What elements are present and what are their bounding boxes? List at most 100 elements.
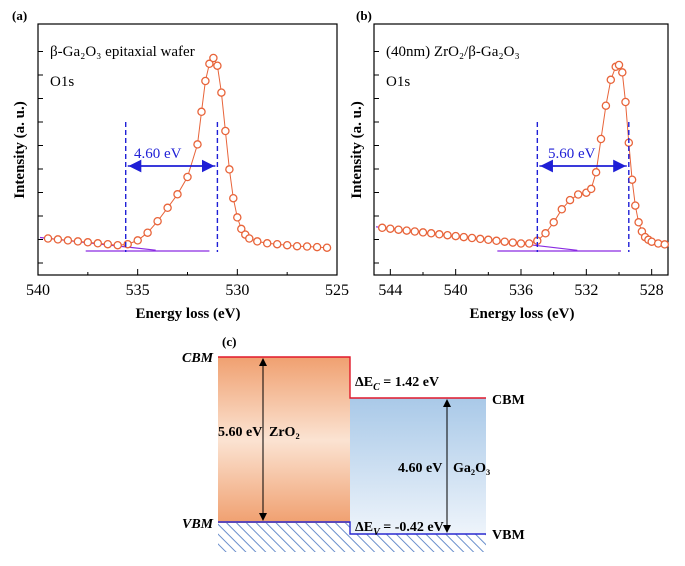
panel-a-sample-label: β-Ga₂O₃ epitaxial wafer [50,44,195,60]
delta-ec-subscript: C [373,382,380,393]
panel-b-data-point [484,235,493,245]
panel-a-data-point [103,239,113,249]
panel-a-bandgap-guides [125,122,219,252]
panel-b-data-point [508,238,518,247]
panel-a-data-point [133,236,142,245]
panel-a-data-point [43,234,53,243]
panel-b-xlabel: Energy loss (eV) [470,306,575,322]
panel-a-label: (a) [12,8,27,23]
panel-a-data-point [73,237,83,246]
panel-b-data-point [606,75,616,85]
panel-a-data-point [83,238,93,247]
valence-band-edge [218,521,486,535]
panel-a-x-tick-label: 525 [325,282,349,299]
ga2o3-band-box [350,398,486,534]
panel-b-x-tick-label: 532 [574,282,598,299]
panel-a-ylabel: Intensity (a. u.) [12,101,28,199]
panel-a-data-point [63,236,73,245]
panel-a-data-point [312,242,322,252]
zro2-gap-value: 5.60 eV [218,425,262,440]
zro2-material-label: ZrO₂ [269,425,300,440]
panel-a-data-point [93,239,103,248]
panel-a-data-point [143,228,152,237]
panel-b-data-point [459,232,469,242]
conduction-band-edge [218,356,486,399]
panel-a-data-point [253,237,262,246]
ga2o3-gap-value: 4.60 eV [398,461,442,476]
panel-a-data-point [225,165,234,174]
panel-b-data-point [591,168,601,177]
ga2o3-material-label: Ga₂O₃ [453,461,490,476]
panel-b-frame [373,23,669,276]
panel-b-x-ticks: 544 540 536 532 528 [378,269,664,299]
delta-ev-label: ΔEV = -0.42 eV [355,520,444,538]
panel-b-data-point [565,195,575,205]
panel-b-data-point [627,175,637,184]
panel-b-label: (b) [356,8,372,23]
panel-c-band-diagram: (c) CBM VBM CBM VBM 5.60 eV ZrO₂ 4.60 eV… [182,334,525,552]
panel-b-x-tick-label: 544 [378,282,402,299]
panel-a-data-point [201,76,210,86]
panel-c-label: (c) [222,334,236,349]
panel-a-data-point [233,213,242,222]
panel-b-ylabel: Intensity (a. u.) [349,101,365,199]
panel-a-xlabel: Energy loss (eV) [136,306,241,322]
panel-b-data-point [549,218,558,227]
ga2o3-material-name: Ga₂O₃ [453,461,490,476]
panel-b-data-point [500,237,509,246]
panel-b-data-point [467,233,477,243]
panel-a-bandgap-label: 4.60 eV [134,146,182,162]
panel-a-x-tick-label: 530 [225,282,249,299]
panel-b-bandgap-label: 5.60 eV [548,146,596,162]
panel-a-data-point [217,88,226,97]
panel-a-data-point [183,172,192,182]
panel-b-x-tick-label: 528 [640,282,664,299]
panel-b-data-point [410,227,420,236]
zro2-cbm-label: CBM [182,351,214,366]
panel-b-data-point [601,101,611,110]
zro2-band-box [218,357,350,523]
panel-b-data-point [573,190,583,199]
panel-a-data-point [163,203,172,213]
panel-a-x-ticks: 540 535 530 525 [26,269,349,299]
panel-a-data-point [209,53,218,63]
panel-b-data-point [541,229,550,238]
panel-b-bandgap-guides [536,122,630,252]
panel-b-data-point [524,239,534,248]
panel-a-data-point [173,190,182,199]
panel-b-data-point [660,240,669,249]
panel-b-data-point [377,223,387,233]
panel-a-data-point [262,239,272,248]
panel-b-data-point [386,224,395,233]
panel-a-frame [37,23,338,276]
panel-a-data-point [113,240,122,250]
panel-a-y-ticks [38,51,43,264]
panel-a-data-point [272,239,282,249]
panel-b-data-point [402,226,411,235]
zro2-vbm-label: VBM [182,517,214,532]
panel-b: (b) (40nm) ZrO₂/β-Ga₂O₃ O1s 544 540 536 532… [349,8,669,322]
ga2o3-vbm-label: VBM [492,528,525,543]
panel-a-series-line [47,57,328,249]
panel-a-data-point [53,235,63,244]
panel-b-data-point [634,218,643,227]
delta-ev-symbol: ΔE [355,520,373,535]
panel-b-data-point [394,225,403,234]
panel-b-data-point [614,60,624,70]
panel-a-core-level: O1s [50,74,74,90]
panel-a-data-point [197,107,206,117]
panel-a-data-point [292,241,302,251]
delta-ec-label: ΔEC = 1.42 eV [355,375,439,393]
panel-a-data-point [153,216,162,226]
panel-b-data-point [596,134,606,144]
delta-ev-value: = -0.42 eV [380,520,444,535]
panel-a-data-point [229,193,238,203]
panel-b-y-ticks [374,51,379,264]
panel-b-data-point [418,228,428,237]
panel-b-core-level: O1s [386,74,410,90]
panel-b-data-point [631,201,640,210]
panel-a: (a) β-Ga₂O₃ epitaxial wafer O1s 540 535 53… [12,8,349,322]
delta-ev-subscript: V [373,527,381,538]
panel-b-series-line [382,64,665,245]
panel-b-data-point [618,68,627,77]
